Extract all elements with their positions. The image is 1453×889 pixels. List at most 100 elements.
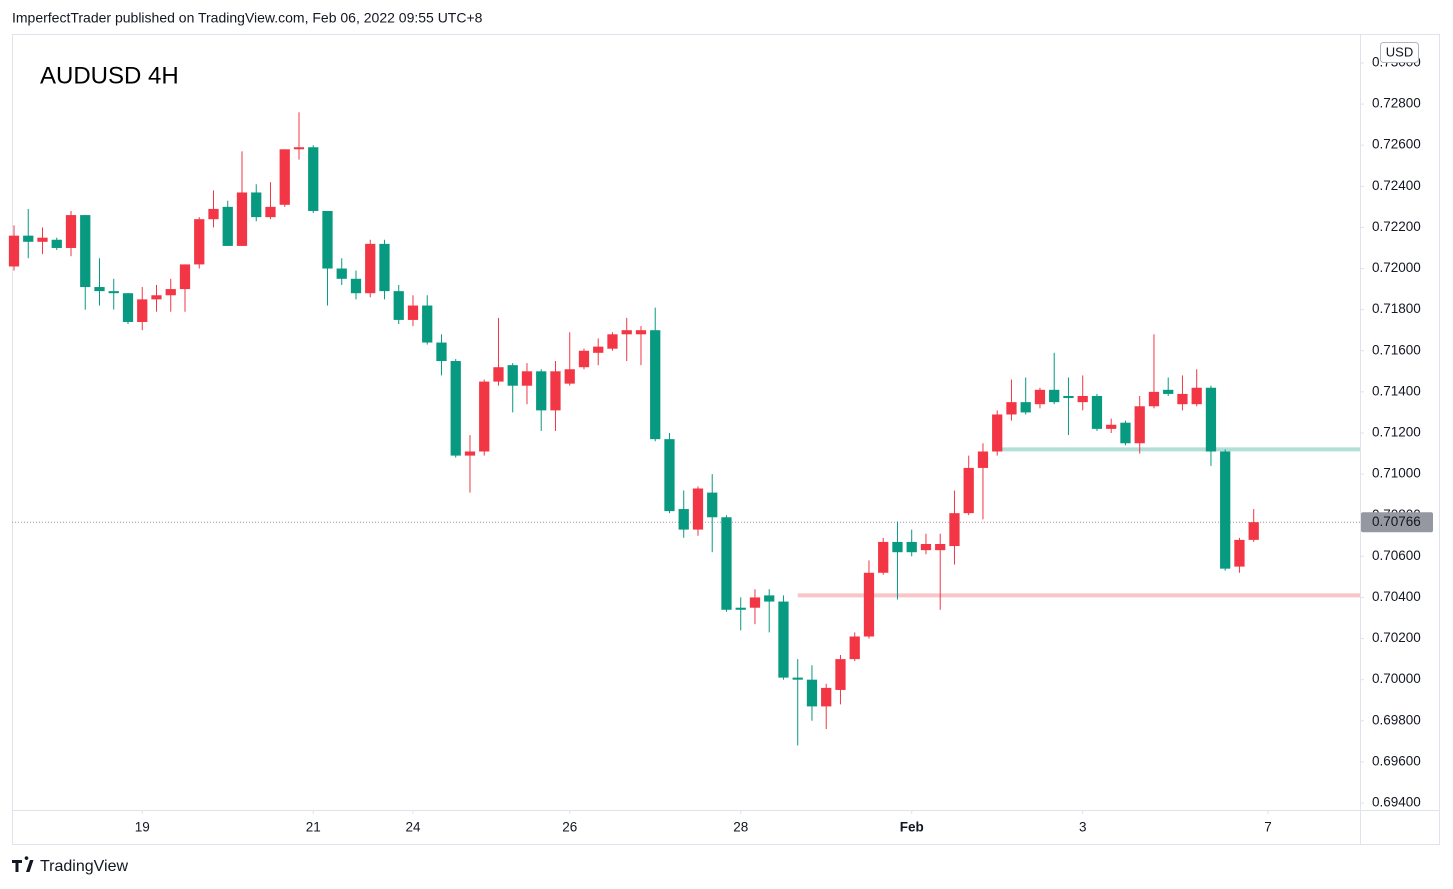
candle-body bbox=[806, 679, 818, 707]
y-tick-label: 0.72400 bbox=[1372, 178, 1421, 193]
x-tick-label: Feb bbox=[900, 820, 924, 835]
candle-body bbox=[450, 361, 461, 456]
candle-body bbox=[279, 149, 290, 205]
currency-label: USD bbox=[1386, 44, 1413, 59]
y-tick-label: 0.70400 bbox=[1372, 589, 1421, 604]
candle-body bbox=[1163, 389, 1174, 394]
candle-body bbox=[365, 243, 376, 294]
currency-box bbox=[1380, 42, 1419, 63]
candle-body bbox=[521, 371, 533, 386]
chart-frame bbox=[12, 34, 1440, 845]
candle-body bbox=[992, 414, 1003, 452]
footer: TradingView bbox=[12, 856, 128, 875]
y-tick-label: 0.69400 bbox=[1372, 795, 1421, 810]
candle-body bbox=[37, 237, 48, 242]
candle-body bbox=[635, 330, 647, 335]
candle-body bbox=[108, 291, 119, 294]
candle-body bbox=[464, 451, 476, 456]
candle-body bbox=[137, 299, 148, 322]
candle-body bbox=[8, 235, 20, 267]
y-tick-label: 0.69800 bbox=[1372, 712, 1421, 727]
candle-body bbox=[849, 636, 860, 660]
y-tick-label: 0.72800 bbox=[1372, 96, 1421, 111]
candle-body bbox=[678, 509, 689, 530]
candle-body bbox=[194, 219, 205, 265]
candle-body bbox=[863, 572, 875, 637]
candle-body bbox=[1034, 389, 1046, 405]
candle-body bbox=[151, 295, 162, 300]
candle-body bbox=[507, 365, 518, 386]
y-tick-label: 0.71600 bbox=[1372, 342, 1421, 357]
candle-body bbox=[308, 147, 319, 211]
candle-body bbox=[735, 607, 746, 610]
y-tick-label: 0.69600 bbox=[1372, 753, 1421, 768]
candle-body bbox=[1134, 406, 1145, 444]
candle-body bbox=[1020, 402, 1031, 413]
candle-body bbox=[792, 677, 803, 680]
footer-brand: TradingView bbox=[40, 858, 128, 875]
candle-body bbox=[23, 235, 34, 242]
y-tick-label: 0.70600 bbox=[1372, 548, 1421, 563]
candle-body bbox=[179, 264, 191, 290]
candle-body bbox=[393, 291, 404, 320]
candle-body bbox=[692, 488, 704, 530]
candle-body bbox=[1220, 451, 1231, 569]
y-tick-label: 0.72000 bbox=[1372, 260, 1421, 275]
plot-area bbox=[8, 112, 1360, 746]
x-tick-label: 7 bbox=[1264, 820, 1272, 835]
candle-body bbox=[1234, 539, 1245, 567]
candle-body bbox=[621, 330, 632, 335]
candle-body bbox=[835, 659, 846, 690]
candle-body bbox=[493, 367, 504, 382]
candle-body bbox=[350, 278, 362, 294]
candle-body bbox=[1177, 393, 1188, 405]
x-tick-label: 21 bbox=[306, 820, 321, 835]
candle-body bbox=[920, 543, 932, 551]
candle-body bbox=[165, 289, 176, 296]
candle-body bbox=[949, 513, 960, 547]
y-tick-label: 0.71400 bbox=[1372, 383, 1421, 398]
candle-body bbox=[664, 439, 675, 512]
candle-body bbox=[1077, 395, 1088, 403]
candle-body bbox=[422, 305, 433, 343]
candle-body bbox=[407, 305, 419, 320]
candle-body bbox=[650, 330, 661, 440]
x-tick-label: 24 bbox=[405, 820, 421, 835]
candle-body bbox=[293, 147, 305, 150]
candle-body bbox=[707, 492, 718, 518]
candle-body bbox=[764, 595, 775, 602]
candle-body bbox=[251, 192, 262, 218]
candle-body bbox=[65, 215, 77, 248]
last-price-badge bbox=[1361, 512, 1433, 533]
candle-body bbox=[821, 687, 832, 707]
candle-body bbox=[222, 206, 233, 246]
candle-body bbox=[1205, 387, 1217, 452]
candle-body bbox=[892, 541, 903, 553]
candle-body bbox=[1248, 522, 1259, 540]
candle-body bbox=[322, 210, 333, 269]
candle-body bbox=[749, 597, 761, 608]
y-tick-label: 0.71800 bbox=[1372, 301, 1421, 316]
candle-body bbox=[1049, 389, 1060, 403]
candle-body bbox=[94, 287, 105, 292]
y-tick-label: 0.72200 bbox=[1372, 219, 1421, 234]
candle-body bbox=[336, 268, 347, 279]
candle-body bbox=[778, 601, 789, 678]
candle-body bbox=[122, 293, 134, 322]
candle-body bbox=[977, 451, 989, 468]
candle-body bbox=[436, 342, 447, 362]
candle-body bbox=[1191, 387, 1202, 405]
candle-body bbox=[1148, 391, 1160, 407]
candle-body bbox=[578, 350, 590, 368]
chart-title: AUDUSD 4H bbox=[40, 62, 179, 89]
tradingview-logo bbox=[12, 856, 34, 872]
y-tick-label: 0.71200 bbox=[1372, 425, 1421, 440]
candle-body bbox=[479, 381, 490, 452]
candle-body bbox=[536, 371, 547, 411]
y-tick-label: 0.70000 bbox=[1372, 671, 1421, 686]
y-tick-label: 0.72600 bbox=[1372, 137, 1421, 152]
candle-body bbox=[1063, 395, 1074, 399]
candle-body bbox=[1120, 422, 1131, 444]
candle-body bbox=[906, 541, 917, 553]
